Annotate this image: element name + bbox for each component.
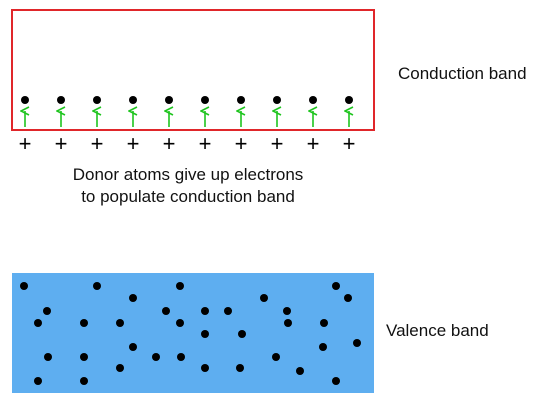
- donor-plus: +: [19, 131, 32, 156]
- valence-electron: [319, 343, 327, 351]
- valence-electron: [34, 377, 42, 385]
- valence-electron: [20, 282, 28, 290]
- valence-electron: [260, 294, 268, 302]
- donor-plus: +: [127, 131, 140, 156]
- donor-plus: +: [163, 131, 176, 156]
- valence-electron: [201, 307, 209, 315]
- valence-electron: [236, 364, 244, 372]
- conduction-electron: [201, 96, 209, 104]
- valence-electron: [80, 319, 88, 327]
- conduction-electrons: [21, 96, 353, 104]
- donor-caption-line2: to populate conduction band: [81, 187, 295, 206]
- donor-caption-line1: Donor atoms give up electrons: [73, 165, 304, 184]
- conduction-electron: [21, 96, 29, 104]
- valence-electron: [129, 294, 137, 302]
- donor-plus: +: [199, 131, 212, 156]
- valence-electron: [177, 353, 185, 361]
- conduction-electron: [129, 96, 137, 104]
- valence-electron: [201, 364, 209, 372]
- valence-electron: [353, 339, 361, 347]
- valence-electron: [44, 353, 52, 361]
- conduction-electron: [237, 96, 245, 104]
- valence-band-label: Valence band: [386, 321, 489, 340]
- valence-electron: [116, 364, 124, 372]
- valence-electron: [320, 319, 328, 327]
- valence-electron: [224, 307, 232, 315]
- valence-electron: [43, 307, 51, 315]
- donor-plus: +: [307, 131, 320, 156]
- donor-plus: +: [55, 131, 68, 156]
- valence-electron: [176, 319, 184, 327]
- valence-electron: [344, 294, 352, 302]
- donor-plus: +: [343, 131, 356, 156]
- valence-electrons: [20, 282, 361, 385]
- donor-plus: +: [271, 131, 284, 156]
- valence-electron: [176, 282, 184, 290]
- valence-electron: [283, 307, 291, 315]
- conduction-band-box: [11, 9, 375, 131]
- conduction-electron: [93, 96, 101, 104]
- valence-electron: [116, 319, 124, 327]
- valence-electron: [162, 307, 170, 315]
- valence-electron: [80, 353, 88, 361]
- donor-plus-signs: + + + + + + + + + +: [19, 131, 356, 156]
- donor-arrows: [25, 111, 349, 127]
- valence-electron: [284, 319, 292, 327]
- valence-electron: [34, 319, 42, 327]
- valence-electron: [238, 330, 246, 338]
- valence-electron: [332, 282, 340, 290]
- valence-band-box: [12, 273, 374, 393]
- donor-plus: +: [91, 131, 104, 156]
- valence-electron: [80, 377, 88, 385]
- valence-electron: [93, 282, 101, 290]
- donor-plus: +: [235, 131, 248, 156]
- valence-electron: [201, 330, 209, 338]
- valence-electron: [332, 377, 340, 385]
- conduction-electron: [345, 96, 353, 104]
- conduction-electron: [309, 96, 317, 104]
- valence-electron: [272, 353, 280, 361]
- conduction-electron: [165, 96, 173, 104]
- conduction-electron: [273, 96, 281, 104]
- valence-electron: [152, 353, 160, 361]
- valence-electron: [296, 367, 304, 375]
- conduction-band-label: Conduction band: [398, 64, 527, 83]
- conduction-electron: [57, 96, 65, 104]
- valence-electron: [129, 343, 137, 351]
